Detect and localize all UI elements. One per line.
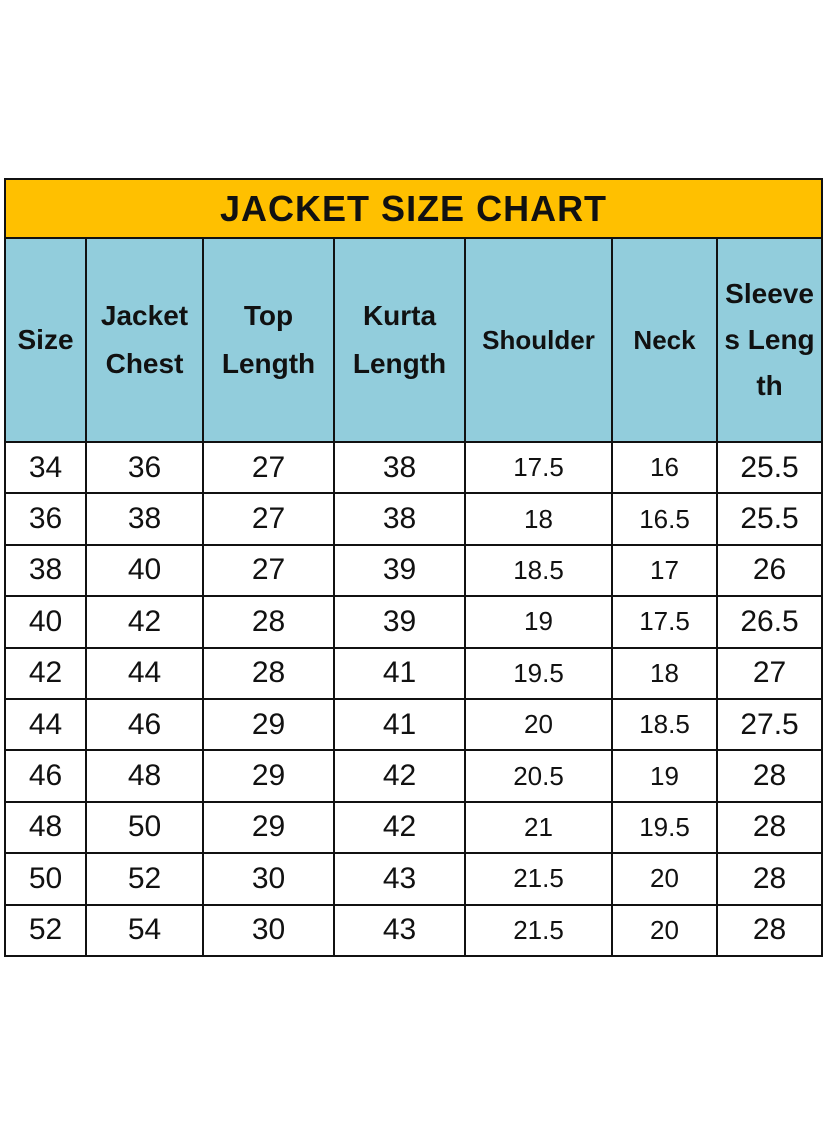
- cell-top-length: 28: [202, 595, 335, 649]
- cell-neck: 20: [611, 903, 718, 957]
- cell-kurta-length: 39: [333, 595, 466, 649]
- cell-shoulder: 20: [464, 697, 613, 752]
- cell-shoulder: 19.5: [464, 646, 613, 700]
- table-row: 50 52 30 43 21.5 20 28: [4, 852, 823, 906]
- cell-top-length: 29: [202, 749, 335, 803]
- header-sleeves-length: Sleeves Length: [715, 237, 823, 443]
- cell-jacket-chest: 38: [85, 492, 204, 546]
- cell-sleeves-length: 25.5: [715, 440, 823, 495]
- cell-kurta-length: 38: [333, 440, 466, 495]
- table-row: 48 50 29 42 21 19.5 28: [4, 800, 823, 855]
- cell-shoulder: 17.5: [464, 440, 613, 495]
- header-jacket-chest: Jacket Chest: [85, 237, 204, 443]
- cell-shoulder: 20.5: [464, 749, 613, 803]
- table-row: 44 46 29 41 20 18.5 27.5: [4, 697, 823, 752]
- cell-kurta-length: 42: [333, 749, 466, 803]
- cell-top-length: 27: [202, 543, 335, 598]
- title-row: JACKET SIZE CHART: [3, 178, 823, 239]
- cell-top-length: 28: [202, 646, 335, 700]
- cell-kurta-length: 38: [333, 492, 466, 546]
- cell-sleeves-length: 28: [715, 749, 823, 803]
- cell-top-length: 27: [202, 440, 335, 495]
- cell-sleeves-length: 25.5: [715, 492, 823, 546]
- table-row: 42 44 28 41 19.5 18 27: [4, 646, 823, 700]
- cell-top-length: 29: [202, 697, 335, 752]
- cell-shoulder: 18.5: [464, 543, 613, 598]
- cell-jacket-chest: 50: [85, 800, 204, 855]
- table-title: JACKET SIZE CHART: [3, 178, 823, 239]
- cell-kurta-length: 39: [333, 543, 466, 598]
- cell-size: 42: [4, 646, 87, 700]
- cell-shoulder: 21.5: [464, 852, 613, 906]
- table-body: 34 36 27 38 17.5 16 25.5 36 38 27 38 18 16.5 25.5 38 40…: [4, 440, 823, 957]
- cell-neck: 20: [611, 852, 718, 906]
- cell-sleeves-length: 28: [715, 903, 823, 957]
- cell-top-length: 30: [202, 852, 335, 906]
- cell-shoulder: 21: [464, 800, 613, 855]
- table-row: 46 48 29 42 20.5 19 28: [4, 749, 823, 803]
- cell-jacket-chest: 46: [85, 697, 204, 752]
- header-size: Size: [4, 237, 87, 443]
- table-row: 36 38 27 38 18 16.5 25.5: [4, 492, 823, 546]
- cell-jacket-chest: 42: [85, 595, 204, 649]
- cell-shoulder: 18: [464, 492, 613, 546]
- table-row: 38 40 27 39 18.5 17 26: [4, 543, 823, 598]
- cell-sleeves-length: 28: [715, 852, 823, 906]
- cell-top-length: 30: [202, 903, 335, 957]
- table-row: 52 54 30 43 21.5 20 28: [4, 903, 823, 957]
- cell-kurta-length: 43: [333, 903, 466, 957]
- jacket-size-chart-table: JACKET SIZE CHART Size Jacket Chest Top …: [3, 178, 823, 957]
- cell-top-length: 27: [202, 492, 335, 546]
- cell-size: 50: [4, 852, 87, 906]
- cell-sleeves-length: 27: [715, 646, 823, 700]
- table-row: 34 36 27 38 17.5 16 25.5: [4, 440, 823, 495]
- cell-size: 48: [4, 800, 87, 855]
- cell-neck: 18: [611, 646, 718, 700]
- cell-size: 40: [4, 595, 87, 649]
- header-neck: Neck: [611, 237, 718, 443]
- cell-sleeves-length: 26: [715, 543, 823, 598]
- cell-jacket-chest: 52: [85, 852, 204, 906]
- cell-kurta-length: 41: [333, 646, 466, 700]
- cell-size: 44: [4, 697, 87, 752]
- cell-size: 34: [4, 440, 87, 495]
- cell-sleeves-length: 28: [715, 800, 823, 855]
- cell-shoulder: 19: [464, 595, 613, 649]
- cell-jacket-chest: 44: [85, 646, 204, 700]
- header-kurta-length: Kurta Length: [333, 237, 466, 443]
- cell-kurta-length: 43: [333, 852, 466, 906]
- header-top-length: Top Length: [202, 237, 335, 443]
- cell-neck: 19.5: [611, 800, 718, 855]
- cell-sleeves-length: 27.5: [715, 697, 823, 752]
- cell-jacket-chest: 40: [85, 543, 204, 598]
- cell-neck: 19: [611, 749, 718, 803]
- cell-neck: 17: [611, 543, 718, 598]
- cell-size: 52: [4, 903, 87, 957]
- table-row: 40 42 28 39 19 17.5 26.5: [4, 595, 823, 649]
- cell-sleeves-length: 26.5: [715, 595, 823, 649]
- cell-neck: 16.5: [611, 492, 718, 546]
- cell-size: 36: [4, 492, 87, 546]
- cell-top-length: 29: [202, 800, 335, 855]
- cell-neck: 16: [611, 440, 718, 495]
- header-row: Size Jacket Chest Top Length Kurta Lengt…: [4, 237, 823, 443]
- cell-neck: 17.5: [611, 595, 718, 649]
- cell-kurta-length: 41: [333, 697, 466, 752]
- cell-neck: 18.5: [611, 697, 718, 752]
- cell-jacket-chest: 48: [85, 749, 204, 803]
- cell-size: 46: [4, 749, 87, 803]
- cell-size: 38: [4, 543, 87, 598]
- cell-jacket-chest: 54: [85, 903, 204, 957]
- cell-kurta-length: 42: [333, 800, 466, 855]
- header-shoulder: Shoulder: [464, 237, 613, 443]
- cell-shoulder: 21.5: [464, 903, 613, 957]
- cell-jacket-chest: 36: [85, 440, 204, 495]
